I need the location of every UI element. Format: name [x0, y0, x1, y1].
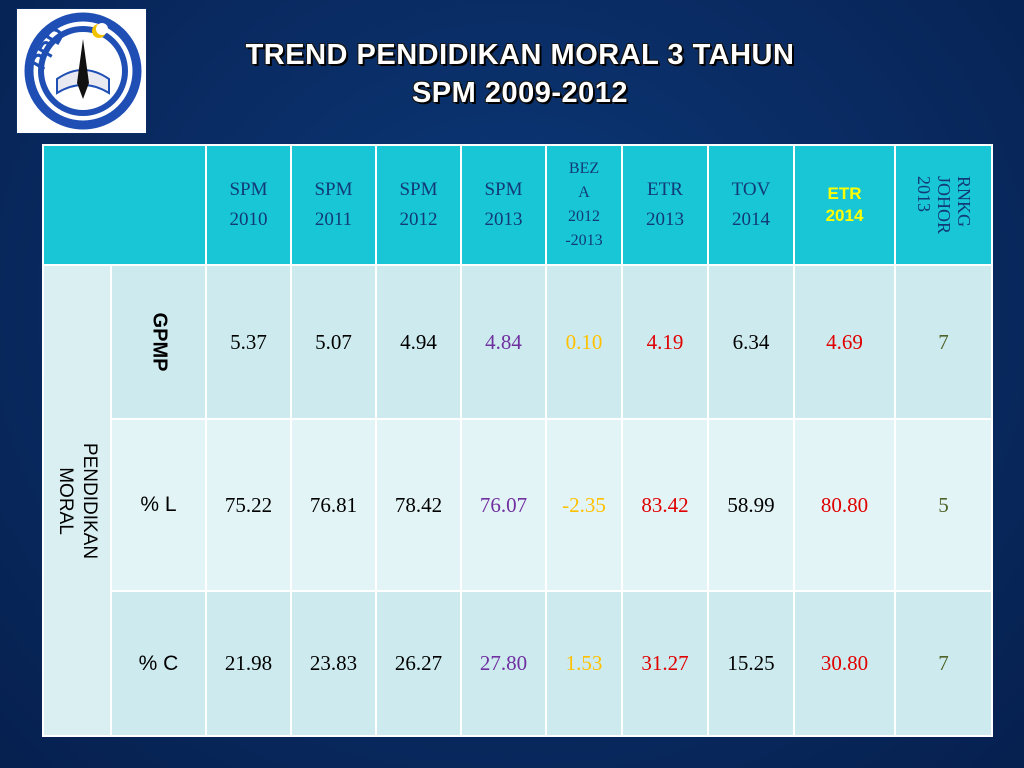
table-cell: -2.35: [545, 418, 623, 592]
table-cell: 4.84: [460, 264, 547, 420]
table-cell: 83.42: [621, 418, 709, 592]
header-etr-2013: ETR 2013: [621, 144, 709, 266]
header-row: SPM 2010 SPM 2011 SPM 2012 SPM 2013 BEZ A 2012…: [42, 144, 993, 266]
ppd-logo: PPD: [16, 8, 147, 134]
header-spm-2011: SPM 2011: [290, 144, 377, 266]
header-corner: [42, 144, 207, 266]
results-table: SPM 2010 SPM 2011 SPM 2012 SPM 2013 BEZ A 2012…: [42, 144, 993, 737]
table-cell: 15.25: [707, 590, 795, 737]
table-cell: 4.19: [621, 264, 709, 420]
table-cell: 76.07: [460, 418, 547, 592]
table-cell: 5.07: [290, 264, 377, 420]
table-cell: 58.99: [707, 418, 795, 592]
table-cell: 7: [894, 264, 993, 420]
header-spm-2010: SPM 2010: [205, 144, 292, 266]
row-label-pct-c: % C: [110, 590, 207, 737]
row-label-gpmp: GPMP: [110, 264, 207, 420]
ppd-logo-emblem-icon: PPD: [24, 12, 142, 130]
title-line-2: SPM 2009-2012: [411, 77, 629, 109]
header-rnkg-johor: RNKG JOHOR 2013: [894, 144, 993, 266]
table-cell: 31.27: [621, 590, 709, 737]
title-line-1: TREND PENDIDIKAN MORAL 3 TAHUN: [245, 39, 795, 71]
table-cell: 5: [894, 418, 993, 592]
table-cell: 27.80: [460, 590, 547, 737]
page-title: TREND PENDIDIKAN MORAL 3 TAHUN SPM 2009-…: [160, 36, 880, 112]
row-label-pct-l: % L: [110, 418, 207, 592]
table-cell: 23.83: [290, 590, 377, 737]
header-tov-2014: TOV 2014: [707, 144, 795, 266]
table-cell: 4.94: [375, 264, 462, 420]
table-row: % L 75.22 76.81 78.42 76.07 -2.35 83.42 …: [43, 418, 993, 592]
header-beza: BEZ A 2012 -2013: [545, 144, 623, 266]
table-cell: 7: [894, 590, 993, 737]
table-cell: 26.27: [375, 590, 462, 737]
header-etr-2014: ETR 2014: [793, 144, 896, 266]
table-cell: 4.69: [793, 264, 896, 420]
table-cell: 30.80: [793, 590, 896, 737]
table-cell: 6.34: [707, 264, 795, 420]
table-cell: 80.80: [793, 418, 896, 592]
table-row: PENDIDIKAN MORAL GPMP 5.37 5.07 4.94 4.84…: [42, 264, 993, 737]
subject-group-label: PENDIDIKAN MORAL: [42, 264, 112, 737]
header-spm-2012: SPM 2012: [375, 144, 462, 266]
table-cell: 75.22: [205, 418, 292, 592]
table-cell: 76.81: [290, 418, 377, 592]
table-cell: 21.98: [205, 590, 292, 737]
header-spm-2013: SPM 2013: [460, 144, 547, 266]
table-row: % C 21.98 23.83 26.27 27.80 1.53 31.27 1…: [43, 590, 993, 737]
table-cell: 5.37: [205, 264, 292, 420]
table-cell: 1.53: [545, 590, 623, 737]
table-cell: 0.10: [545, 264, 623, 420]
table-cell: 78.42: [375, 418, 462, 592]
